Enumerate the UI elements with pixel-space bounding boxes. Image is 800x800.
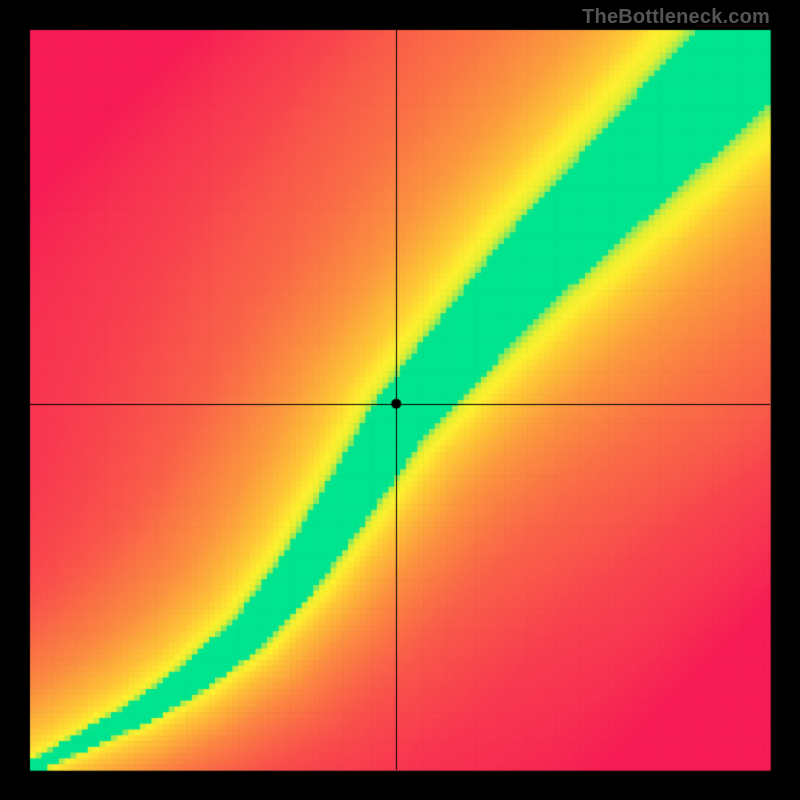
bottleneck-heatmap xyxy=(0,0,800,800)
chart-container: TheBottleneck.com xyxy=(0,0,800,800)
watermark-text: TheBottleneck.com xyxy=(582,6,770,29)
